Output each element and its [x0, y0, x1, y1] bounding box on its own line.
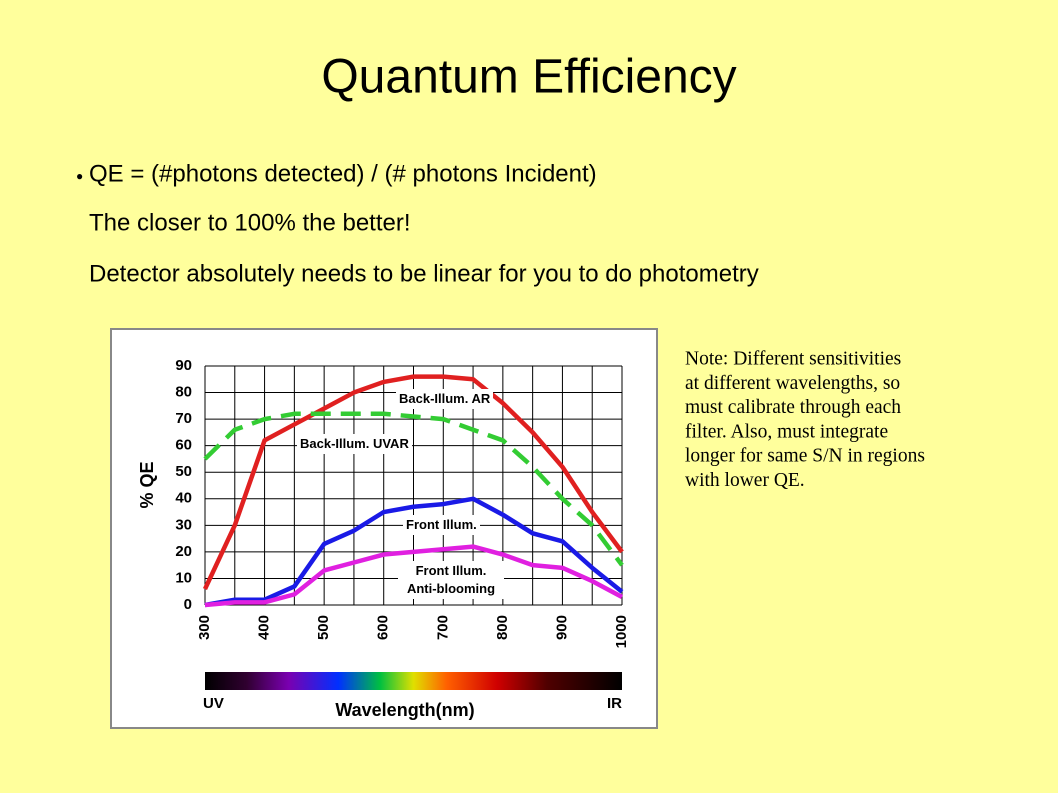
- x-tick-label: 400: [256, 615, 273, 640]
- note-line: at different wavelengths, so: [685, 373, 900, 394]
- spectrum-label: UV: [203, 695, 224, 712]
- bullet-text: QE = (#photons detected) / (# photons In…: [89, 160, 597, 187]
- y-tick-label: 0: [184, 596, 192, 613]
- x-tick-label: 800: [494, 615, 511, 640]
- y-tick-label: 50: [175, 463, 192, 480]
- series-label: Back-Illum. AR: [396, 389, 494, 409]
- y-tick-label: 10: [175, 569, 192, 586]
- y-tick-label: 70: [175, 410, 192, 427]
- x-tick-label: 500: [315, 615, 332, 640]
- series-line: [204, 496, 624, 608]
- y-tick-label: 90: [175, 357, 192, 374]
- note-line: must calibrate through each: [685, 397, 901, 418]
- note-line: filter. Also, must integrate: [685, 421, 888, 442]
- series-line: [202, 374, 624, 591]
- y-axis-label: % QE: [137, 461, 157, 508]
- x-axis-label: Wavelength(nm): [335, 700, 474, 720]
- series-line: [203, 411, 624, 567]
- note-line: with lower QE.: [685, 470, 805, 491]
- x-tick-label: 1000: [613, 615, 630, 648]
- x-tick-label: 700: [434, 615, 451, 640]
- y-tick-label: 20: [175, 543, 192, 560]
- body-line: The closer to 100% the better!: [89, 209, 411, 236]
- note-line: Note: Different sensitivities: [685, 348, 901, 369]
- x-tick-label: 300: [196, 615, 213, 640]
- y-tick-label: 30: [175, 516, 192, 533]
- bullet-dot: ●: [76, 169, 83, 183]
- series-label: Back-Illum. UVAR: [297, 434, 412, 454]
- series-label: Front Illum.: [403, 515, 480, 535]
- y-tick-label: 60: [175, 437, 192, 454]
- slide-title: Quantum Efficiency: [321, 51, 736, 104]
- body-line: Detector absolutely needs to be linear f…: [89, 260, 759, 287]
- x-tick-label: 600: [375, 615, 392, 640]
- note-line: longer for same S/N in regions: [685, 446, 925, 467]
- series-label: Front Illum. Anti-blooming: [398, 561, 504, 599]
- y-tick-label: 80: [175, 384, 192, 401]
- spectrum-bar: [205, 672, 622, 690]
- spectrum-label: IR: [607, 695, 622, 712]
- y-tick-label: 40: [175, 490, 192, 507]
- x-tick-label: 900: [553, 615, 570, 640]
- series-line: [204, 544, 624, 608]
